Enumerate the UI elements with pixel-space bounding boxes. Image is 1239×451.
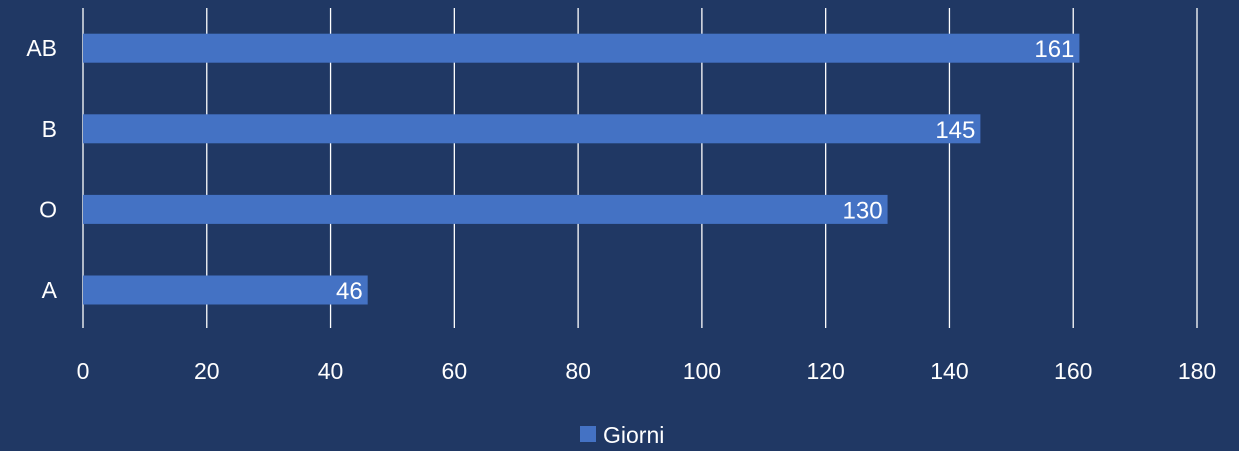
category-label-ab: AB — [26, 35, 57, 61]
bar-a — [83, 275, 368, 305]
x-tick-label-160: 160 — [1054, 358, 1092, 384]
x-tick-label-120: 120 — [806, 358, 844, 384]
bar-ab — [83, 33, 1080, 63]
legend-swatch-giorni — [580, 426, 596, 442]
data-labels: 46 130 145 161 — [336, 36, 1074, 305]
legend: Giorni — [580, 422, 664, 448]
x-tick-label-140: 140 — [930, 358, 968, 384]
legend-label-giorni: Giorni — [603, 422, 664, 448]
bar-b — [83, 114, 981, 144]
category-label-o: O — [39, 196, 57, 222]
data-label-a: 46 — [336, 278, 363, 305]
x-tick-label-100: 100 — [683, 358, 721, 384]
category-labels: A O B AB — [26, 35, 57, 303]
x-tick-label-180: 180 — [1178, 358, 1216, 384]
bar-o — [83, 194, 888, 224]
category-label-b: B — [42, 116, 57, 142]
x-tick-label-80: 80 — [565, 358, 591, 384]
data-label-o: 130 — [843, 197, 883, 224]
category-label-a: A — [42, 277, 58, 303]
data-label-b: 145 — [935, 117, 975, 144]
x-axis-tick-labels: 0 20 40 60 80 100 120 140 160 180 — [77, 358, 1217, 384]
x-tick-label-60: 60 — [442, 358, 468, 384]
x-tick-label-40: 40 — [318, 358, 344, 384]
x-tick-label-0: 0 — [77, 358, 90, 384]
data-label-ab: 161 — [1034, 36, 1074, 63]
x-tick-label-20: 20 — [194, 358, 220, 384]
bars — [83, 33, 1080, 305]
